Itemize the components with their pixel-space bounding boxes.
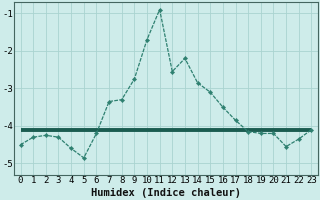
X-axis label: Humidex (Indice chaleur): Humidex (Indice chaleur) (91, 188, 241, 198)
